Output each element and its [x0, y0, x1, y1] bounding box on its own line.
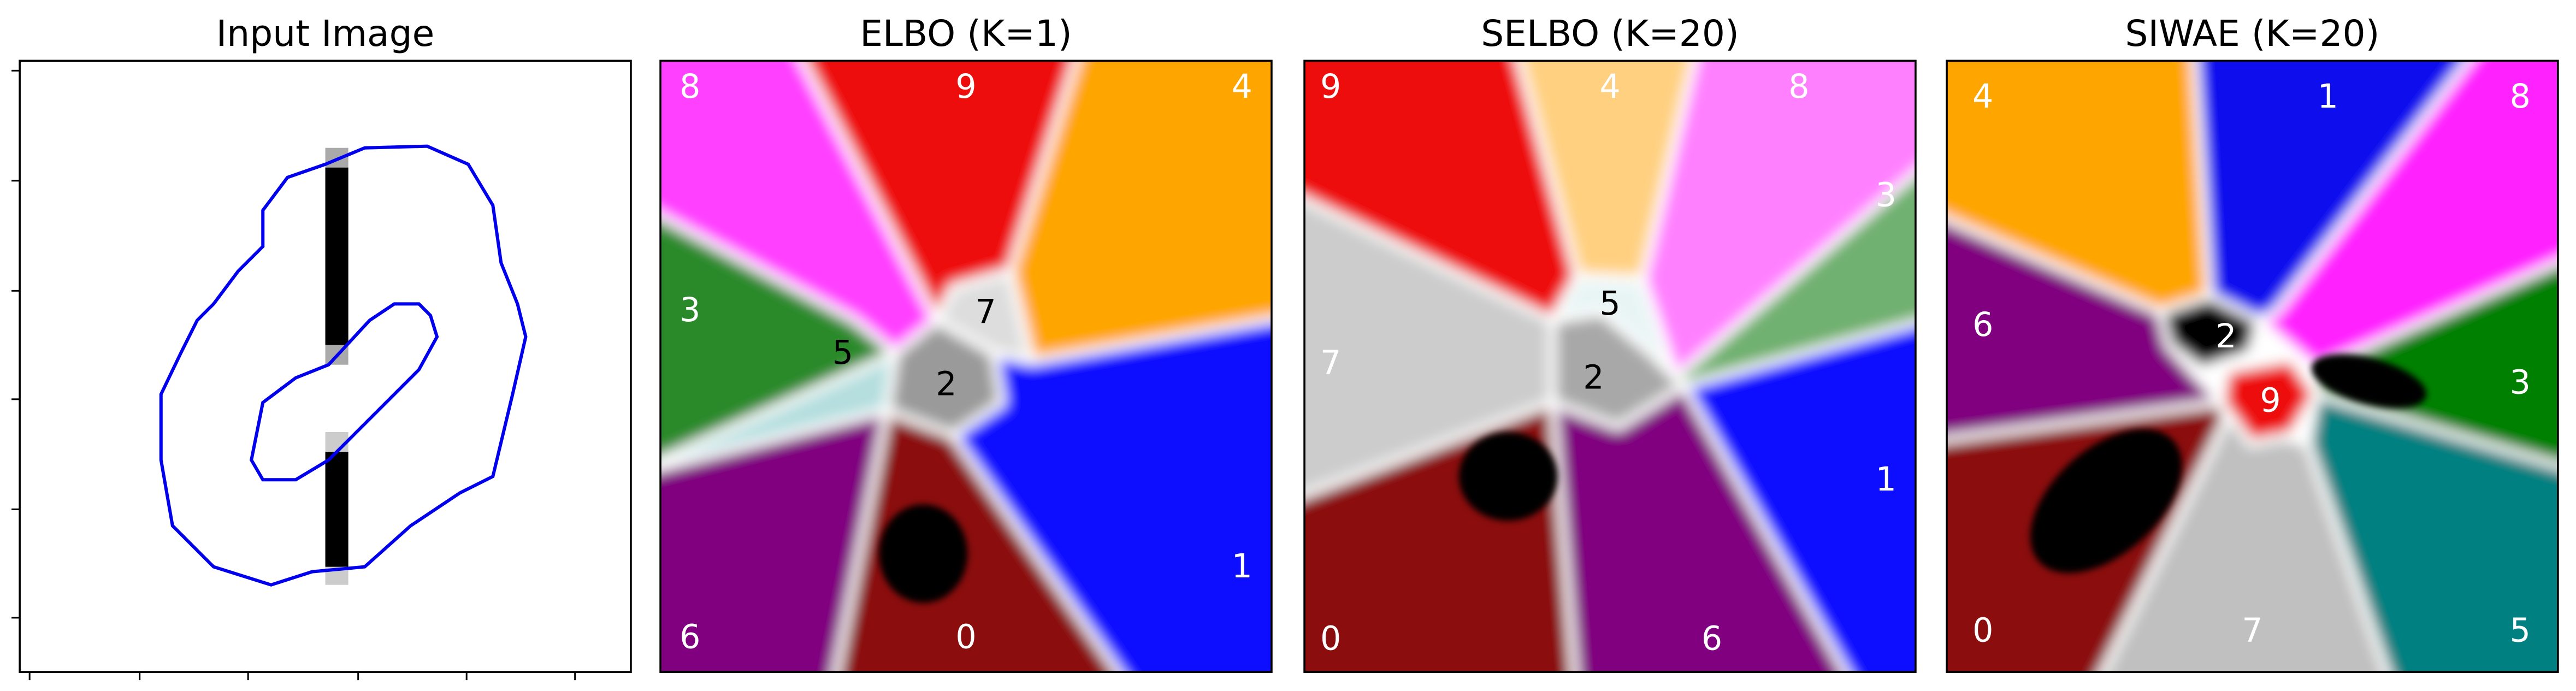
region-label: 8: [1788, 68, 1809, 106]
region-label: 0: [1972, 612, 1993, 650]
region-label: 3: [680, 291, 700, 329]
bar-top-core: [325, 167, 348, 345]
region-label: 4: [1232, 68, 1252, 106]
sample-cloud: [2030, 354, 2427, 574]
frame: [659, 60, 1273, 673]
frame: [1303, 60, 1917, 673]
region-label: 1: [1232, 547, 1252, 586]
panel-input: Input Image: [11, 13, 632, 681]
region-label: 0: [1320, 620, 1341, 658]
region-label: 9: [2260, 381, 2280, 420]
bar-bottom-core: [325, 452, 348, 567]
region-label: 4: [1599, 68, 1620, 106]
region-label: 9: [955, 68, 976, 106]
panel-title: SIWAE (K=20): [2125, 13, 2379, 55]
region-label: 6: [1972, 306, 1993, 344]
region-label: 2: [1583, 358, 1604, 397]
ticks: [11, 69, 576, 681]
region-label: 3: [2510, 363, 2531, 401]
panel-siwae: SIWAE (K=20) 4 1 8 6 2 9 3 0 7 5: [1946, 13, 2559, 673]
panel-title: Input Image: [216, 13, 435, 55]
region-label: 9: [1320, 68, 1341, 106]
region-label: 5: [2510, 612, 2531, 650]
region-label: 3: [1876, 176, 1896, 215]
region-label: 8: [680, 68, 700, 106]
region-label: 5: [1599, 285, 1620, 323]
sample-cloud: [879, 504, 968, 603]
region-label: 2: [936, 365, 956, 403]
region-label: 2: [2215, 317, 2236, 356]
region-label: 1: [2318, 78, 2338, 116]
region-label: 7: [975, 293, 996, 331]
panel-title: ELBO (K=1): [860, 13, 1072, 55]
region-label: 6: [680, 618, 700, 657]
panel-elbo: ELBO (K=1) 8 9 4 3 5 7 2 1 0 6: [659, 13, 1273, 673]
contour: [159, 144, 528, 587]
region-label: 8: [2510, 78, 2531, 116]
region-label: 1: [1876, 460, 1896, 499]
panel-title: SELBO (K=20): [1481, 13, 1739, 55]
region-label: 5: [832, 334, 853, 372]
region-label: 7: [2242, 612, 2262, 650]
region-label: 0: [955, 618, 976, 657]
region-label: 4: [1972, 78, 1993, 116]
frame: [1946, 60, 2559, 673]
frame: [19, 60, 632, 673]
panel-selbo: SELBO (K=20) 9 4 8 3 5 2 7 1 0 6: [1303, 13, 1917, 673]
region-label: 6: [1701, 620, 1722, 658]
sample-cloud: [1458, 432, 1558, 521]
region-label: 7: [1320, 344, 1341, 382]
